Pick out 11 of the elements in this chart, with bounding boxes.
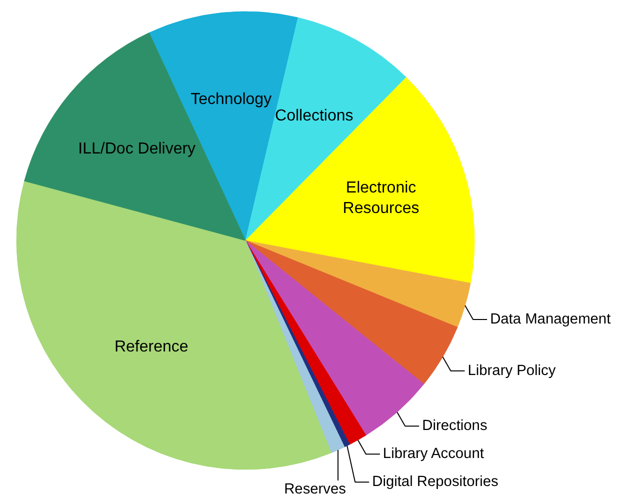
slice-label: Electronic Resources — [342, 179, 420, 217]
slice-label: Library Policy — [468, 362, 556, 379]
slice-label: Directions — [422, 418, 488, 434]
slice-label: Reserves — [284, 482, 346, 496]
slice-label: ILL/Doc Delivery — [78, 140, 196, 158]
slice-label: Reference — [114, 338, 188, 356]
slice-label: Collections — [275, 108, 354, 125]
slice-label: Data Management — [490, 312, 611, 328]
slice-label: Technology — [190, 90, 272, 108]
slice-label: Library Account — [382, 446, 484, 462]
slice-label: Digital Repositories — [372, 474, 498, 490]
